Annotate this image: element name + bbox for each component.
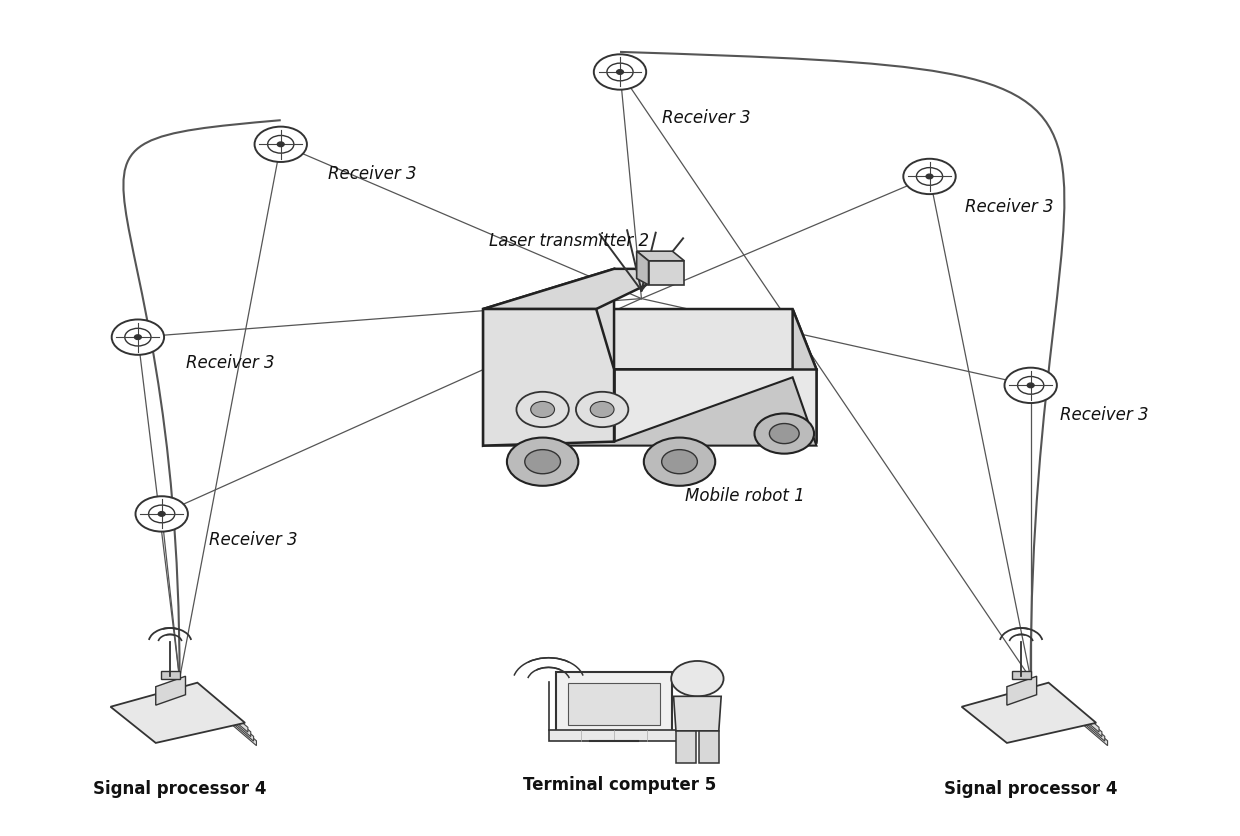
Circle shape [531,402,554,418]
Circle shape [159,512,165,517]
Circle shape [594,55,646,90]
Text: Receiver 3: Receiver 3 [210,530,298,548]
Circle shape [575,392,629,428]
Circle shape [671,661,724,696]
Circle shape [507,438,578,487]
Polygon shape [673,696,722,731]
Circle shape [754,414,813,454]
Text: Receiver 3: Receiver 3 [329,166,417,183]
Polygon shape [636,252,649,286]
FancyBboxPatch shape [568,684,661,726]
Polygon shape [1049,685,1099,732]
Text: Receiver 3: Receiver 3 [1060,406,1149,424]
Text: Receiver 3: Receiver 3 [662,109,750,127]
Circle shape [1027,384,1034,388]
Text: Terminal computer 5: Terminal computer 5 [523,775,717,793]
Polygon shape [962,683,1096,743]
Circle shape [662,450,697,474]
Text: Receiver 3: Receiver 3 [965,197,1054,216]
FancyBboxPatch shape [160,671,180,680]
Circle shape [590,402,614,418]
Polygon shape [1049,686,1102,737]
Circle shape [112,320,164,355]
Circle shape [769,424,799,444]
FancyBboxPatch shape [556,672,672,733]
Polygon shape [484,309,614,446]
Circle shape [644,438,715,487]
Polygon shape [792,309,816,442]
Polygon shape [197,685,248,732]
Polygon shape [1049,691,1107,746]
Polygon shape [636,252,684,262]
Polygon shape [1007,676,1037,706]
Text: Receiver 3: Receiver 3 [186,354,274,372]
Polygon shape [698,731,719,763]
Polygon shape [649,262,684,286]
Circle shape [516,392,569,428]
Circle shape [135,497,188,532]
Text: Laser transmitter 2: Laser transmitter 2 [489,232,650,249]
Text: Signal processor 4: Signal processor 4 [944,779,1117,798]
Circle shape [525,450,560,474]
Polygon shape [596,309,816,370]
Polygon shape [614,370,816,442]
Circle shape [278,143,284,147]
Text: Signal processor 4: Signal processor 4 [93,779,267,798]
Circle shape [134,335,141,340]
Polygon shape [676,731,696,763]
FancyBboxPatch shape [1012,671,1030,680]
Polygon shape [197,686,250,737]
Polygon shape [197,691,257,746]
Polygon shape [197,689,254,742]
Circle shape [903,160,956,195]
Polygon shape [484,378,816,446]
Polygon shape [484,269,614,446]
Polygon shape [1049,689,1105,742]
Polygon shape [156,676,186,706]
Circle shape [616,70,624,75]
Polygon shape [110,683,246,743]
Circle shape [1004,368,1056,404]
Text: Mobile robot 1: Mobile robot 1 [686,487,805,504]
Circle shape [254,127,308,163]
Circle shape [926,175,932,180]
Polygon shape [484,269,680,309]
FancyBboxPatch shape [548,730,680,742]
